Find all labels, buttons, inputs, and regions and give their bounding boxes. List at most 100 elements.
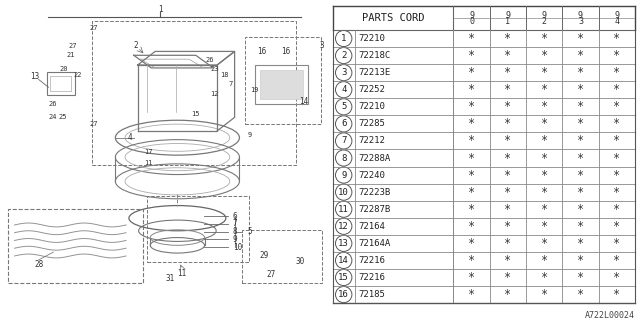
- Text: 16: 16: [282, 47, 291, 56]
- Text: 6: 6: [233, 212, 237, 221]
- Text: 4: 4: [341, 85, 346, 94]
- Text: *: *: [504, 169, 511, 181]
- Text: *: *: [504, 203, 511, 216]
- Text: 3: 3: [578, 17, 583, 26]
- Text: 4: 4: [614, 17, 619, 26]
- Text: *: *: [577, 203, 584, 216]
- Text: *: *: [577, 83, 584, 96]
- Text: 2: 2: [541, 17, 547, 26]
- Bar: [245, 37, 321, 124]
- Text: 72213E: 72213E: [359, 68, 391, 77]
- Text: *: *: [613, 186, 620, 199]
- Text: *: *: [504, 83, 511, 96]
- Text: 7: 7: [341, 136, 346, 146]
- Text: *: *: [541, 134, 548, 148]
- Text: 72210: 72210: [359, 34, 386, 43]
- Circle shape: [335, 235, 352, 252]
- Text: *: *: [577, 151, 584, 164]
- Text: *: *: [577, 237, 584, 250]
- Text: 72210: 72210: [359, 102, 386, 111]
- Circle shape: [335, 184, 352, 200]
- Text: 17: 17: [144, 149, 152, 155]
- Circle shape: [335, 167, 352, 183]
- Text: 1: 1: [506, 17, 510, 26]
- Text: *: *: [613, 66, 620, 79]
- Text: *: *: [468, 169, 475, 181]
- Bar: [255, 65, 308, 104]
- Circle shape: [335, 65, 352, 81]
- Text: 7: 7: [233, 220, 237, 228]
- Text: 72287B: 72287B: [359, 205, 391, 214]
- Text: *: *: [577, 49, 584, 62]
- Text: 1: 1: [341, 34, 346, 43]
- Text: *: *: [468, 186, 475, 199]
- Bar: [147, 196, 249, 262]
- Text: 3: 3: [319, 41, 324, 50]
- Text: 72252: 72252: [359, 85, 386, 94]
- Text: 11: 11: [339, 205, 349, 214]
- Text: 8: 8: [341, 154, 346, 163]
- Text: 7: 7: [228, 81, 233, 87]
- Circle shape: [335, 201, 352, 217]
- Text: *: *: [541, 117, 548, 130]
- Text: 72218C: 72218C: [359, 51, 391, 60]
- Text: *: *: [541, 271, 548, 284]
- Circle shape: [335, 150, 352, 166]
- Text: *: *: [613, 49, 620, 62]
- Text: *: *: [577, 186, 584, 199]
- Text: *: *: [541, 100, 548, 113]
- Text: 13: 13: [339, 239, 349, 248]
- Text: *: *: [541, 186, 548, 199]
- Text: 9: 9: [541, 11, 547, 20]
- Text: *: *: [541, 32, 548, 45]
- Text: 4: 4: [127, 133, 132, 142]
- Text: 9: 9: [578, 11, 583, 20]
- Text: *: *: [468, 100, 475, 113]
- Circle shape: [335, 218, 352, 234]
- Circle shape: [335, 82, 352, 98]
- Text: *: *: [468, 288, 475, 301]
- Text: *: *: [577, 254, 584, 267]
- Text: *: *: [541, 66, 548, 79]
- Bar: [92, 21, 296, 165]
- Text: *: *: [468, 134, 475, 148]
- Text: 27: 27: [90, 121, 99, 127]
- Text: 11: 11: [144, 160, 152, 166]
- Text: *: *: [613, 169, 620, 181]
- Text: 27: 27: [267, 270, 276, 279]
- Text: 72216: 72216: [359, 256, 386, 265]
- Text: *: *: [613, 117, 620, 130]
- Text: 9: 9: [341, 171, 346, 180]
- Text: 1: 1: [157, 5, 163, 14]
- Text: *: *: [541, 254, 548, 267]
- Text: 14: 14: [299, 97, 308, 106]
- Text: *: *: [504, 66, 511, 79]
- Text: 72216: 72216: [359, 273, 386, 282]
- Text: *: *: [504, 100, 511, 113]
- Text: 10: 10: [339, 188, 349, 197]
- Text: 72164: 72164: [359, 222, 386, 231]
- Text: 2: 2: [341, 51, 346, 60]
- Text: *: *: [541, 237, 548, 250]
- Text: *: *: [577, 117, 584, 130]
- Text: 9: 9: [233, 235, 237, 244]
- Bar: [243, 230, 322, 283]
- Text: *: *: [504, 271, 511, 284]
- Text: 72223B: 72223B: [359, 188, 391, 197]
- Text: *: *: [468, 220, 475, 233]
- Circle shape: [335, 116, 352, 132]
- Text: 72288A: 72288A: [359, 154, 391, 163]
- Text: PARTS CORD: PARTS CORD: [362, 13, 424, 23]
- Text: 10: 10: [233, 243, 242, 252]
- Text: *: *: [468, 203, 475, 216]
- Text: 18: 18: [220, 72, 228, 78]
- Text: 25: 25: [59, 114, 67, 120]
- Text: A722L00024: A722L00024: [585, 311, 635, 320]
- Circle shape: [335, 252, 352, 268]
- Text: 9: 9: [469, 11, 474, 20]
- Text: 24: 24: [48, 114, 56, 120]
- Text: 15: 15: [339, 273, 349, 282]
- Text: 27: 27: [90, 25, 99, 31]
- Text: *: *: [504, 49, 511, 62]
- Text: *: *: [468, 83, 475, 96]
